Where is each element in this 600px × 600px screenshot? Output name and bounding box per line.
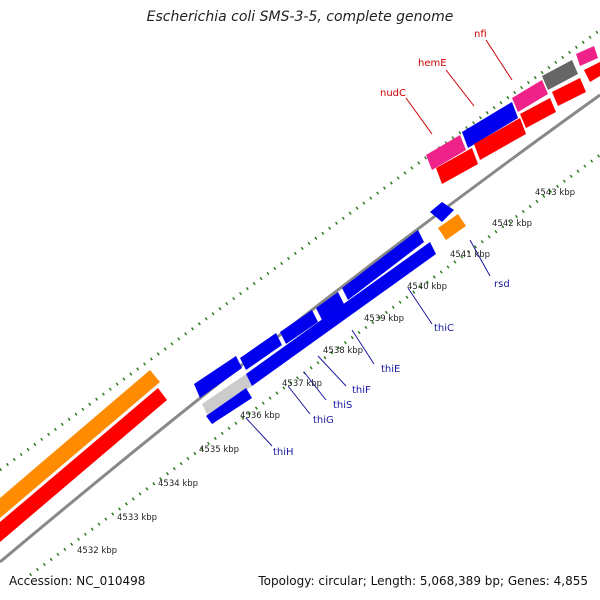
magenta-gene-nudC <box>426 135 466 170</box>
red-cds-upper-4 <box>552 78 586 106</box>
scale-label: 4532 kbp <box>77 546 117 556</box>
red-cds-upper-1 <box>436 148 478 184</box>
blue-gene-thiH <box>194 356 242 398</box>
blue-gene-hemE <box>462 102 518 148</box>
scale-label: 4533 kbp <box>117 513 157 523</box>
blue-gene-lower <box>206 388 252 424</box>
gene-label-thiG: thiG <box>313 415 334 426</box>
red-cds-left <box>0 388 167 542</box>
gene-labels: nfi hemE nudC rsd thiC thiE thiF thiS th… <box>273 29 510 458</box>
orange-feature-left <box>0 370 160 518</box>
scale-label: 4535 kbp <box>199 445 239 455</box>
blue-gene-thiC <box>246 242 436 386</box>
magenta-gene-nfi <box>512 80 548 112</box>
gene-label-rsd: rsd <box>494 279 510 290</box>
scale-label: 4540 kbp <box>407 282 447 292</box>
accession-text: Accession: NC_010498 <box>9 574 146 588</box>
gray-gene <box>202 374 252 416</box>
scale-labels: 4532 kbp 4533 kbp 4534 kbp 4535 kbp 4536… <box>77 188 575 556</box>
blue-gene-thiG <box>240 333 282 370</box>
blue-gene-thiF <box>316 292 344 320</box>
gene-label-nfi: nfi <box>474 29 487 40</box>
scale-label: 4537 kbp <box>282 379 322 389</box>
inner-tick-ring <box>29 153 600 577</box>
orange-feature-rsd <box>438 214 466 240</box>
scale-label: 4541 kbp <box>450 250 490 260</box>
label-leaders <box>245 39 513 447</box>
blue-gene-thiS <box>280 310 318 344</box>
gene-label-hemE: hemE <box>418 58 447 69</box>
gene-label-thiS: thiS <box>333 400 352 411</box>
gray-gene-upper <box>542 60 578 90</box>
scale-label: 4538 kbp <box>323 346 363 356</box>
gene-label-nudC: nudC <box>380 88 406 99</box>
gene-label-thiE: thiE <box>381 364 400 375</box>
gene-label-thiH: thiH <box>273 447 294 458</box>
genome-info-text: Topology: circular; Length: 5,068,389 bp… <box>258 574 588 588</box>
map-title: Escherichia coli SMS-3-5, complete genom… <box>146 9 454 25</box>
gene-label-thiF: thiF <box>352 385 371 396</box>
scale-label: 4543 kbp <box>535 188 575 198</box>
red-cds-upper-3 <box>520 98 556 128</box>
red-cds-upper-2 <box>474 118 526 160</box>
scale-label: 4536 kbp <box>240 411 280 421</box>
outer-tick-ring <box>0 28 600 472</box>
magenta-gene-edge <box>576 46 598 66</box>
blue-gene-rsd <box>430 202 454 222</box>
blue-gene-thiE <box>342 230 424 300</box>
scale-label: 4534 kbp <box>158 479 198 489</box>
scale-label: 4539 kbp <box>364 314 404 324</box>
scale-label: 4542 kbp <box>492 219 532 229</box>
gene-label-thiC: thiC <box>434 323 454 334</box>
red-cds-upper-5 <box>584 62 600 82</box>
